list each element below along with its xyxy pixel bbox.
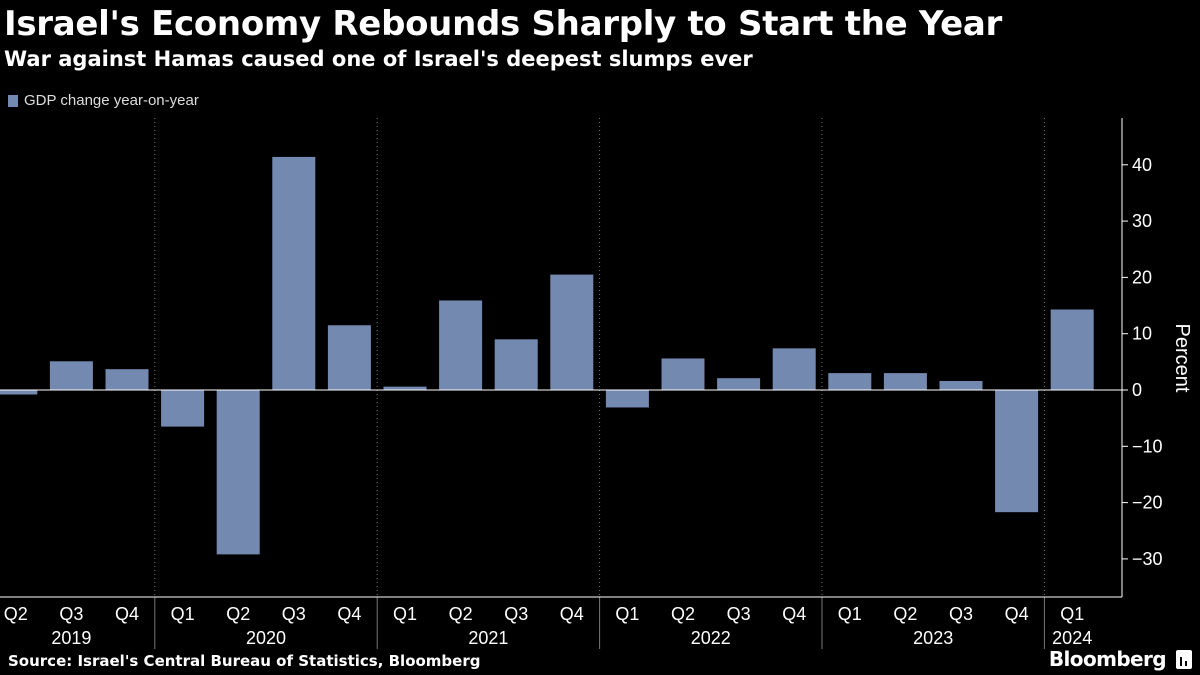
- y-tick-label: 20: [1132, 267, 1152, 287]
- x-tick-label: Q1: [393, 604, 417, 624]
- y-tick-label: −20: [1132, 493, 1163, 513]
- x-tick-label: Q3: [504, 604, 528, 624]
- x-tick-label: Q4: [560, 604, 584, 624]
- bar: [0, 390, 38, 395]
- year-label: 2020: [246, 628, 286, 648]
- bar: [883, 373, 927, 390]
- bar: [605, 390, 649, 408]
- y-tick-label: 0: [1132, 380, 1142, 400]
- bar: [494, 339, 538, 390]
- bar: [661, 358, 705, 390]
- x-tick-label: Q4: [782, 604, 806, 624]
- year-label: 2023: [913, 628, 953, 648]
- x-tick-label: Q4: [337, 604, 361, 624]
- y-tick-label: −30: [1132, 549, 1163, 569]
- bar: [717, 378, 761, 390]
- bar: [828, 373, 872, 390]
- bloomberg-logo: Bloomberg: [1048, 647, 1167, 671]
- bar: [1050, 309, 1094, 390]
- x-tick-label: Q2: [226, 604, 250, 624]
- y-tick-label: 40: [1132, 155, 1152, 175]
- x-tick-label: Q2: [449, 604, 473, 624]
- bar: [550, 274, 594, 390]
- x-tick-label: Q2: [671, 604, 695, 624]
- x-tick-label: Q3: [59, 604, 83, 624]
- bloomberg-chart-icon: [1176, 650, 1192, 669]
- y-tick-label: 10: [1132, 324, 1152, 344]
- x-tick-label: Q1: [615, 604, 639, 624]
- bars: [0, 156, 1094, 555]
- x-tick-label: Q3: [727, 604, 751, 624]
- bar-chart: 40 30 20 10 0 −10 −20 −30 Q2 Q3 Q4 Q1 Q2 Q3 Q4 Q1 Q2 Q3 Q4…: [0, 118, 1193, 649]
- x-tick-label: Q3: [949, 604, 973, 624]
- x-tick-label: Q4: [115, 604, 139, 624]
- x-tick-label: Q2: [893, 604, 917, 624]
- year-label: 2021: [468, 628, 508, 648]
- x-tick-label: Q1: [171, 604, 195, 624]
- bar: [439, 300, 483, 390]
- source-note: Source: Israel's Central Bureau of Stati…: [8, 652, 481, 670]
- legend-label: GDP change year-on-year: [24, 92, 199, 109]
- bar: [105, 369, 149, 390]
- bar: [161, 390, 205, 427]
- bar: [216, 390, 260, 555]
- axes: 40 30 20 10 0 −10 −20 −30 Q2 Q3 Q4 Q1 Q2 Q3 Q4 Q1 Q2 Q3 Q4…: [0, 118, 1163, 649]
- bar: [383, 386, 427, 390]
- bar: [939, 380, 983, 390]
- chart-title: Israel's Economy Rebounds Sharply to Sta…: [4, 4, 1002, 44]
- x-tick-label: Q1: [1060, 604, 1084, 624]
- x-tick-label: Q1: [838, 604, 862, 624]
- bar: [772, 348, 816, 390]
- year-label: 2022: [691, 628, 731, 648]
- bar: [272, 156, 316, 390]
- year-label: 2024: [1052, 628, 1092, 648]
- chart-subtitle: War against Hamas caused one of Israel's…: [4, 47, 753, 71]
- bar: [327, 325, 371, 390]
- y-tick-label: 30: [1132, 211, 1152, 231]
- x-tick-label: Q3: [282, 604, 306, 624]
- legend: GDP change year-on-year: [8, 92, 199, 109]
- y-axis-label: Percent: [1171, 324, 1193, 393]
- y-tick-label: −10: [1132, 436, 1163, 456]
- year-label: 2019: [51, 628, 91, 648]
- legend-swatch: [8, 94, 18, 107]
- x-tick-label: Q4: [1005, 604, 1029, 624]
- bar: [995, 390, 1039, 513]
- bar: [49, 361, 93, 390]
- x-tick-label: Q2: [4, 604, 28, 624]
